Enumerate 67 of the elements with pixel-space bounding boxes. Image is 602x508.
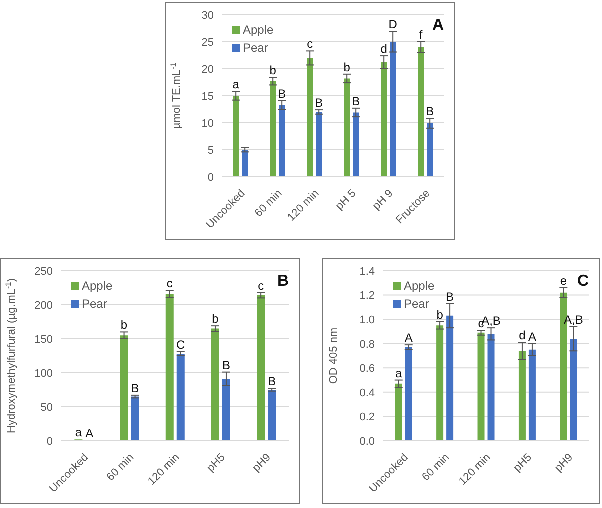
annotation: B — [222, 358, 230, 372]
y-tick-label: 150 — [34, 334, 53, 346]
annotation: B — [268, 374, 276, 389]
annotation: b — [212, 312, 220, 326]
y-tick-label: 1.0 — [360, 314, 375, 326]
y-tick-label: 25 — [202, 36, 214, 49]
annotation: d — [380, 42, 388, 56]
y-tick-label: 0.8 — [360, 338, 375, 351]
annotation: c — [166, 276, 173, 291]
y-tick-label: 250 — [34, 266, 53, 278]
legend-label: Pear — [243, 40, 268, 57]
y-tick-label: 50 — [40, 402, 53, 414]
y-tick-label: 30 — [202, 10, 214, 22]
annotation: B — [446, 290, 454, 304]
y-tick-label: 1.2 — [360, 290, 375, 302]
chart-title: C — [577, 273, 589, 291]
y-axis-title: OD 405 nm — [328, 328, 340, 384]
y-tick-label: 0.0 — [360, 436, 375, 448]
x-tick-label: 60 min — [420, 452, 452, 484]
y-tick-label: 100 — [34, 368, 53, 380]
y-tick-label: 0.4 — [360, 387, 375, 400]
annotation: B — [315, 96, 324, 110]
y-tick-label: 15 — [202, 90, 214, 103]
annotation: f — [419, 28, 424, 42]
y-tick-label: 0 — [208, 172, 214, 184]
annotation: a — [75, 426, 82, 440]
legend-label: Apple — [243, 22, 274, 39]
annotation: e — [560, 274, 568, 288]
x-tick-label: 120 min — [146, 452, 182, 488]
x-tick-label: 60 min — [104, 452, 137, 484]
annotation: C — [176, 338, 186, 352]
annotation: B — [278, 86, 286, 101]
annotation: B — [352, 94, 360, 108]
legend-label: Apple — [82, 278, 113, 295]
x-tick-label: 60 min — [252, 188, 285, 220]
legend-label: Pear — [82, 296, 108, 313]
annotation: b — [270, 64, 277, 78]
y-tick-label: 10 — [202, 118, 214, 130]
y-tick-label: 0.2 — [360, 412, 375, 424]
annotation: a — [232, 78, 240, 92]
x-tick-label: pH 9 — [370, 188, 396, 213]
x-tick-label: 120 min — [457, 452, 494, 488]
annotation: d — [519, 328, 526, 343]
chart-title: A — [432, 17, 444, 35]
y-tick-label: 200 — [34, 300, 53, 312]
annotation: A — [404, 331, 413, 346]
annotation: b — [344, 60, 351, 74]
chart-title: B — [277, 273, 289, 291]
y-tick-label: 0.6 — [360, 363, 375, 376]
annotation: c — [258, 278, 264, 293]
annotation: A — [528, 330, 536, 344]
legend-label: Pear — [404, 296, 430, 313]
y-tick-label: 5 — [208, 144, 214, 157]
annotation: b — [436, 308, 444, 322]
legend-label: Apple — [404, 278, 435, 295]
annotation: B — [131, 381, 140, 396]
x-tick-label: pH 5 — [334, 188, 359, 213]
y-tick-label: 1.4 — [360, 266, 375, 278]
annotation: c — [307, 37, 314, 52]
annotation: b — [120, 318, 128, 332]
annotation: B — [426, 104, 434, 119]
annotation: D — [388, 18, 398, 32]
annotation: A — [86, 426, 94, 440]
annotation: a — [396, 366, 403, 380]
x-tick-label: 120 min — [286, 188, 322, 224]
y-tick-label: 0 — [46, 436, 53, 448]
y-tick-label: 20 — [202, 64, 214, 76]
